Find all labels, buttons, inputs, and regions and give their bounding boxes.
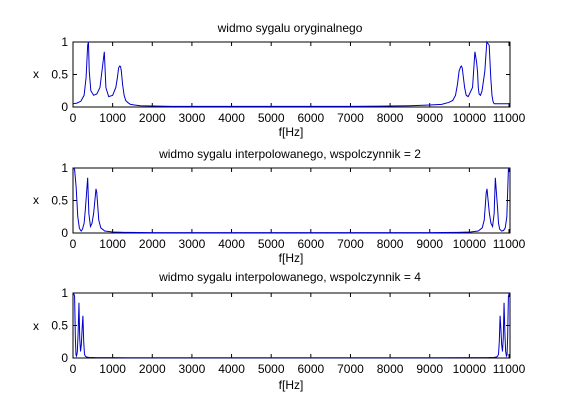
subplot-3-xlabel: f[Hz] <box>279 378 304 392</box>
subplot-2-x-ticks: 0 1000 2000 3000 4000 5000 6000 7000 8000 9000 100… <box>70 168 526 251</box>
x-tick-label: 11000 <box>493 362 526 376</box>
x-tick-label: 6000 <box>297 237 324 251</box>
y-tick-label: 1 <box>61 286 68 300</box>
x-tick-label: 10000 <box>453 362 487 376</box>
x-tick-label: 11000 <box>493 237 526 251</box>
x-tick-label: 10000 <box>453 237 487 251</box>
subplot-3: widmo sygalu interpolowanego, wspolczynn… <box>33 270 526 392</box>
x-tick-label: 1000 <box>99 362 126 376</box>
subplot-2-axes-box <box>72 167 511 234</box>
x-tick-label: 8000 <box>377 237 404 251</box>
y-tick-label: 1 <box>61 35 68 49</box>
subplot-3-axes-box <box>72 292 511 359</box>
x-tick-label: 0 <box>70 237 77 251</box>
subplot-2-title: widmo sygalu interpolowanego, wspolczynn… <box>158 147 421 161</box>
y-tick-label: 0 <box>61 100 68 114</box>
x-tick-label: 6000 <box>297 111 324 125</box>
x-tick-label: 4000 <box>218 362 245 376</box>
subplot-3-y-ticks: 00.51 <box>51 286 510 365</box>
x-tick-label: 0 <box>70 362 77 376</box>
y-tick-label: 0 <box>61 226 68 240</box>
y-tick-label: 0.5 <box>51 68 68 82</box>
x-tick-label: 3000 <box>179 111 206 125</box>
subplot-3-ylabel: x <box>33 319 39 333</box>
x-tick-label: 11000 <box>493 111 526 125</box>
y-tick-label: 1 <box>61 161 68 175</box>
x-tick-label: 4000 <box>218 237 245 251</box>
subplot-3-title: widmo sygalu interpolowanego, wspolczynn… <box>158 270 421 284</box>
x-tick-label: 7000 <box>337 237 364 251</box>
x-tick-label: 1000 <box>99 237 126 251</box>
x-tick-label: 5000 <box>258 362 285 376</box>
y-tick-label: 0.5 <box>51 194 68 208</box>
subplot-1-x-ticks: 0 1000 2000 3000 4000 5000 6000 7000 8000 9000 100… <box>70 42 526 125</box>
subplot-2: widmo sygalu interpolowanego, wspolczynn… <box>33 147 526 265</box>
x-tick-label: 2000 <box>139 362 166 376</box>
x-tick-label: 7000 <box>337 111 364 125</box>
x-tick-label: 9000 <box>416 111 443 125</box>
y-tick-label: 0.5 <box>51 319 68 333</box>
subplot-2-xlabel: f[Hz] <box>279 251 304 265</box>
subplot-3-series-line <box>72 292 511 359</box>
subplot-1-xlabel: f[Hz] <box>279 125 304 139</box>
subplot-1: widmo sygalu oryginalnego 0 0.5 1 0 1000 200… <box>33 21 526 139</box>
x-tick-label: 9000 <box>416 237 443 251</box>
x-tick-label: 5000 <box>258 111 285 125</box>
x-tick-label: 7000 <box>337 362 364 376</box>
subplot-2-series-line <box>72 167 511 234</box>
x-tick-label: 2000 <box>139 237 166 251</box>
x-tick-label: 3000 <box>179 362 206 376</box>
subplot-1-title: widmo sygalu oryginalnego <box>217 21 363 35</box>
x-tick-label: 1000 <box>99 111 126 125</box>
subplot-1-series-line <box>72 40 510 107</box>
x-tick-label: 6000 <box>297 362 324 376</box>
x-tick-label: 2000 <box>139 111 166 125</box>
x-tick-label: 4000 <box>218 111 245 125</box>
x-tick-label: 3000 <box>179 237 206 251</box>
x-tick-label: 0 <box>70 111 77 125</box>
subplot-1-axes-box <box>72 41 511 108</box>
y-tick-label: 0 <box>61 351 68 365</box>
x-tick-label: 5000 <box>258 237 285 251</box>
x-tick-label: 10000 <box>453 111 487 125</box>
x-tick-label: 9000 <box>416 362 443 376</box>
subplot-2-ylabel: x <box>33 193 39 207</box>
x-tick-label: 8000 <box>377 111 404 125</box>
x-tick-label: 8000 <box>377 362 404 376</box>
subplot-1-ylabel: x <box>33 67 39 81</box>
